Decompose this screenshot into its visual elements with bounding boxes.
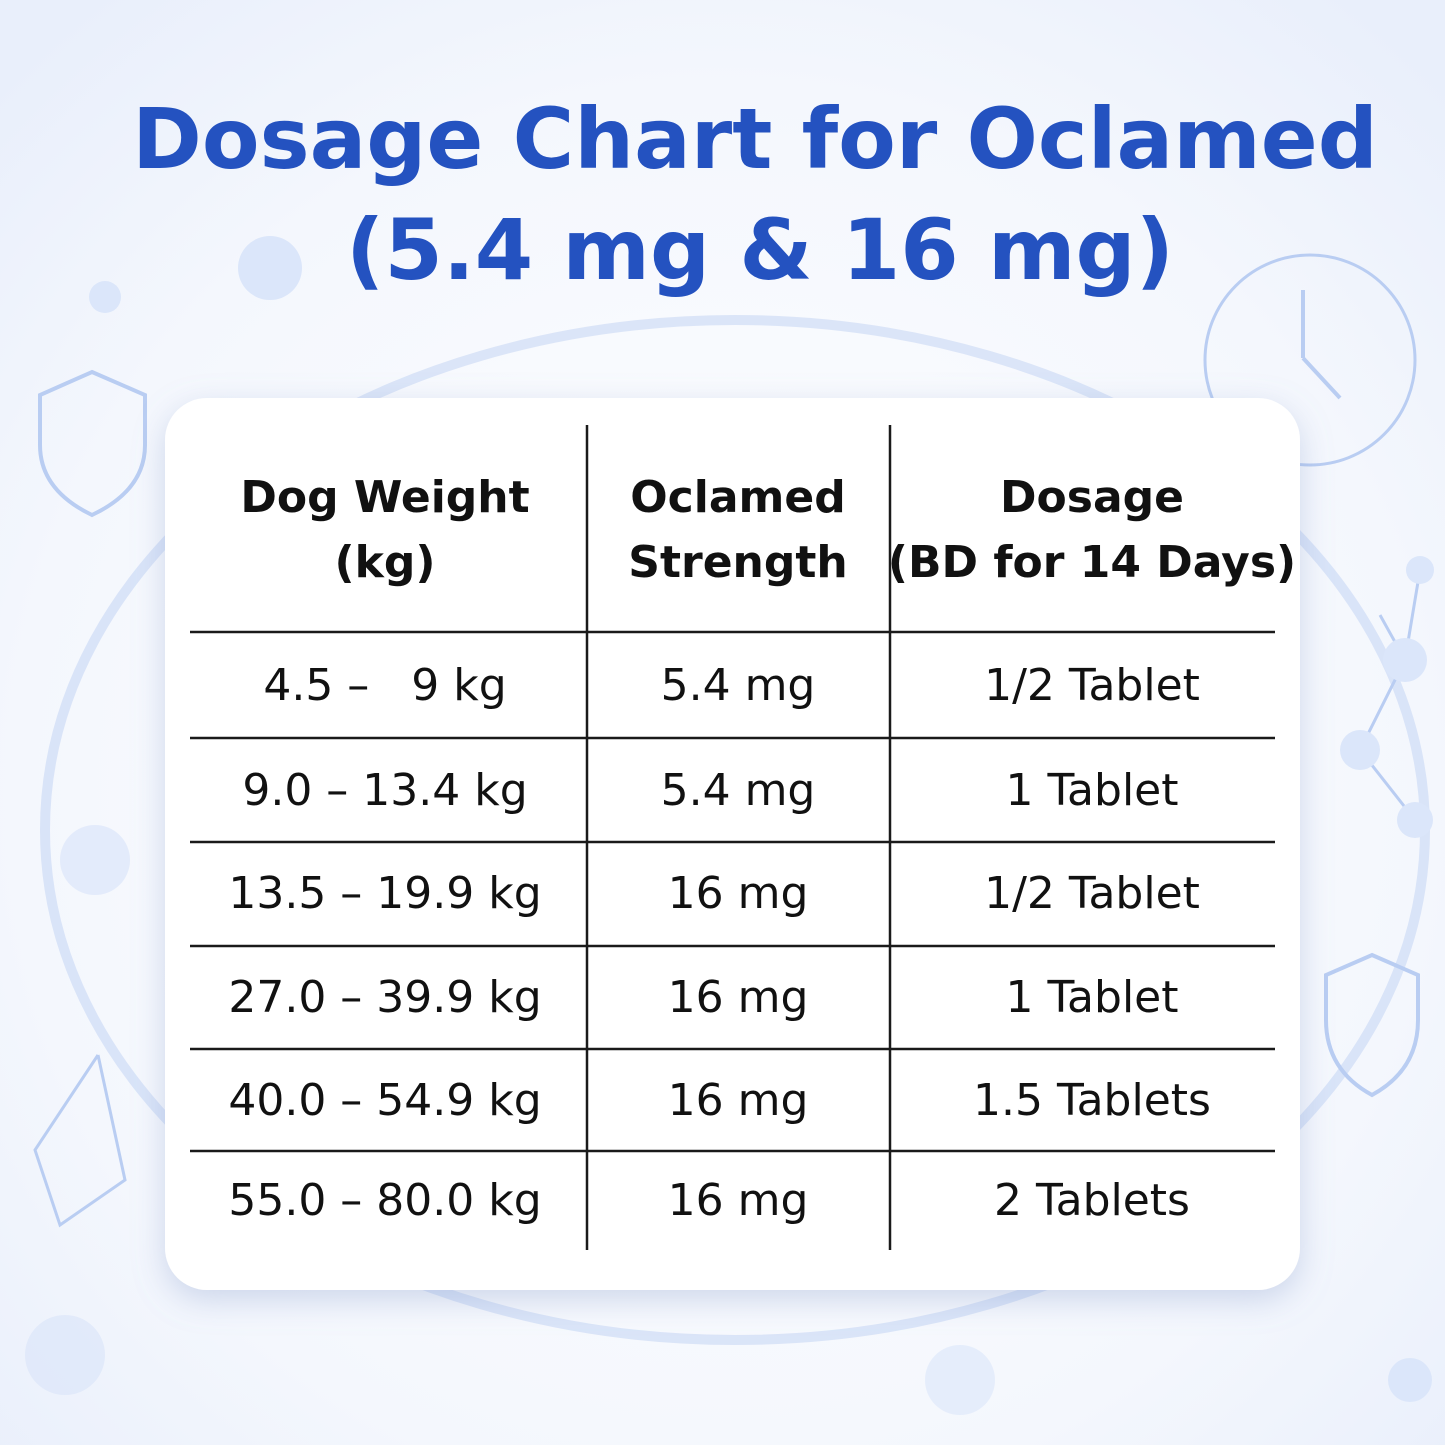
table-cell: 1 Tablet	[1005, 972, 1178, 1023]
table-cell: 16 mg	[668, 868, 809, 919]
header-cell: Dog Weight	[240, 472, 529, 523]
bubble	[1340, 730, 1380, 770]
header-cell: Dosage	[1000, 472, 1184, 523]
table: Dog Weight (kg) Oclamed Strength Dosage (BD f…	[190, 472, 1296, 1226]
header-cell: (kg)	[335, 537, 436, 588]
clock	[1203, 253, 1417, 467]
shield	[38, 369, 147, 518]
table-cell: 1.5 Tablets	[973, 1075, 1211, 1126]
clock-hand	[1301, 356, 1342, 400]
table-cell: 40.0 – 54.9 kg	[228, 1075, 541, 1126]
header-cell: (BD for 14 Days)	[888, 537, 1296, 588]
table-cell: 1/2 Tablet	[984, 868, 1200, 919]
table-cell: 55.0 – 80.0 kg	[228, 1175, 541, 1226]
table-cell: 5.4 mg	[661, 660, 816, 711]
bubble	[925, 1345, 995, 1415]
molecule	[33, 1054, 127, 1228]
table-cell: 16 mg	[668, 972, 809, 1023]
header-cell: Strength	[628, 537, 847, 588]
table-cell: 1/2 Tablet	[984, 660, 1200, 711]
title-line: Dosage Chart for Oclamed	[132, 90, 1378, 188]
table-cell: 2 Tablets	[994, 1175, 1190, 1226]
bubble	[1397, 802, 1433, 838]
table-cell: 5.4 mg	[661, 765, 816, 816]
table-cell: 13.5 – 19.9 kg	[228, 868, 541, 919]
bubble	[1383, 638, 1427, 682]
shield	[1324, 952, 1420, 1098]
table-cell: 16 mg	[668, 1075, 809, 1126]
table-cell: 1 Tablet	[1005, 765, 1178, 816]
table-card	[165, 398, 1300, 1290]
bubble	[238, 236, 302, 300]
bubble	[60, 825, 130, 895]
title-line: (5.4 mg & 16 mg)	[346, 201, 1174, 299]
bubble	[1406, 556, 1434, 584]
bubble	[89, 281, 121, 313]
table-cell: 9.0 – 13.4 kg	[242, 765, 527, 816]
table-cell: 16 mg	[668, 1175, 809, 1226]
table-cell: 27.0 – 39.9 kg	[228, 972, 541, 1023]
bubble	[25, 1315, 105, 1395]
header-cell: Oclamed	[630, 472, 845, 523]
bubbles	[25, 236, 1434, 1415]
table-cell: 4.5 – 9 kg	[263, 660, 506, 711]
bubble	[1388, 1358, 1432, 1402]
